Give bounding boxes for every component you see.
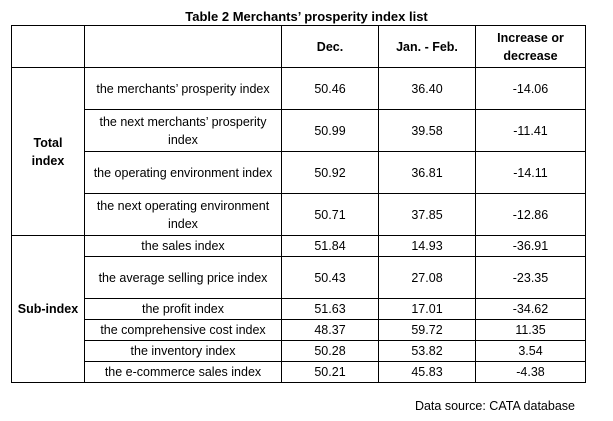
table-row: the average selling price index 50.43 27… xyxy=(12,256,586,299)
cell-change: -14.06 xyxy=(475,67,586,110)
cell-dec: 50.46 xyxy=(281,67,379,110)
row-label: the e-commerce sales index xyxy=(84,361,282,383)
cell-change: -4.38 xyxy=(475,361,586,383)
table-row: the comprehensive cost index 48.37 59.72… xyxy=(12,319,586,341)
cell-dec: 51.84 xyxy=(281,235,379,257)
row-label: the next merchants’ prosperity index xyxy=(84,109,282,152)
cell-jan-feb: 59.72 xyxy=(378,319,476,341)
cell-change: -36.91 xyxy=(475,235,586,257)
cell-change: -34.62 xyxy=(475,298,586,320)
cell-dec: 50.71 xyxy=(281,193,379,236)
cell-change: -11.41 xyxy=(475,109,586,152)
cell-jan-feb: 37.85 xyxy=(378,193,476,236)
table-row: the e-commerce sales index 50.21 45.83 -… xyxy=(12,361,586,383)
row-label: the inventory index xyxy=(84,340,282,362)
row-label: the average selling price index xyxy=(84,256,282,299)
header-index xyxy=(84,25,282,68)
header-dec: Dec. xyxy=(281,25,379,68)
cell-dec: 50.21 xyxy=(281,361,379,383)
row-label: the sales index xyxy=(84,235,282,257)
cell-change: 3.54 xyxy=(475,340,586,362)
table-row: the operating environment index 50.92 36… xyxy=(12,151,586,194)
group-total-index: Total index xyxy=(11,67,85,236)
group-sub-index: Sub-index xyxy=(11,235,85,383)
row-label: the next operating environment index xyxy=(84,193,282,236)
table-row: the next merchants’ prosperity index 50.… xyxy=(12,109,586,152)
cell-dec: 50.99 xyxy=(281,109,379,152)
table-title: Table 2 Merchants’ prosperity index list xyxy=(185,9,428,24)
cell-change: 11.35 xyxy=(475,319,586,341)
table-row: Sub-index the sales index 51.84 14.93 -3… xyxy=(11,235,586,383)
row-label: the operating environment index xyxy=(84,151,282,194)
row-label: the merchants’ prosperity index xyxy=(84,67,282,110)
header-group xyxy=(11,25,85,68)
row-label: the comprehensive cost index xyxy=(84,319,282,341)
data-source-note: Data source: CATA database xyxy=(414,399,575,413)
table-row: the next operating environment index 50.… xyxy=(12,193,586,236)
cell-dec: 50.28 xyxy=(281,340,379,362)
cell-jan-feb: 45.83 xyxy=(378,361,476,383)
header-row: Dec. Jan. - Feb. Increase or decrease xyxy=(11,25,586,68)
cell-change: -23.35 xyxy=(475,256,586,299)
cell-dec: 51.63 xyxy=(281,298,379,320)
table-row: the profit index 51.63 17.01 -34.62 xyxy=(12,298,586,320)
cell-dec: 50.92 xyxy=(281,151,379,194)
cell-jan-feb: 39.58 xyxy=(378,109,476,152)
cell-jan-feb: 17.01 xyxy=(378,298,476,320)
prosperity-index-table: Dec. Jan. - Feb. Increase or decrease To… xyxy=(11,25,586,383)
cell-dec: 50.43 xyxy=(281,256,379,299)
row-label: the profit index xyxy=(84,298,282,320)
cell-jan-feb: 36.40 xyxy=(378,67,476,110)
cell-jan-feb: 27.08 xyxy=(378,256,476,299)
table-row: Total index the merchants’ prosperity in… xyxy=(11,67,586,236)
table-row: the inventory index 50.28 53.82 3.54 xyxy=(12,340,586,362)
header-jan-feb: Jan. - Feb. xyxy=(378,25,476,68)
cell-change: -12.86 xyxy=(475,193,586,236)
cell-dec: 48.37 xyxy=(281,319,379,341)
cell-jan-feb: 14.93 xyxy=(378,235,476,257)
cell-change: -14.11 xyxy=(475,151,586,194)
cell-jan-feb: 53.82 xyxy=(378,340,476,362)
header-change: Increase or decrease xyxy=(475,25,586,68)
cell-jan-feb: 36.81 xyxy=(378,151,476,194)
